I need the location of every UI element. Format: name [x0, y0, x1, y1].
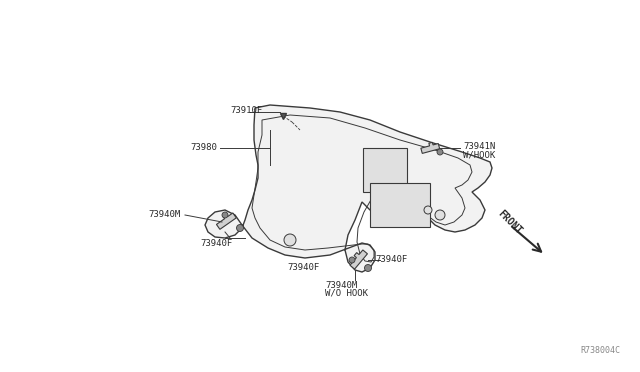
- Circle shape: [435, 210, 445, 220]
- Polygon shape: [216, 213, 236, 230]
- Text: W/HOOK: W/HOOK: [463, 151, 495, 160]
- Circle shape: [424, 206, 432, 214]
- Text: W/O HOOK: W/O HOOK: [325, 289, 368, 298]
- Text: 73940M: 73940M: [325, 280, 357, 289]
- Text: FRONT: FRONT: [496, 208, 524, 236]
- Circle shape: [437, 149, 443, 155]
- Circle shape: [222, 212, 228, 218]
- Text: R738004C: R738004C: [580, 346, 620, 355]
- Polygon shape: [205, 105, 492, 272]
- Polygon shape: [350, 250, 367, 269]
- Text: 73941N: 73941N: [463, 141, 495, 151]
- Polygon shape: [370, 183, 430, 227]
- Text: 73980: 73980: [190, 142, 217, 151]
- Text: 73940F: 73940F: [200, 238, 232, 247]
- Text: 73910F: 73910F: [230, 106, 262, 115]
- Text: 73940F: 73940F: [375, 254, 407, 263]
- Circle shape: [284, 234, 296, 246]
- Circle shape: [349, 257, 355, 263]
- Text: 73940M: 73940M: [148, 209, 180, 218]
- Text: 73940F: 73940F: [288, 263, 320, 273]
- Circle shape: [237, 224, 243, 231]
- Polygon shape: [363, 148, 407, 192]
- Circle shape: [365, 264, 371, 272]
- Polygon shape: [421, 142, 440, 153]
